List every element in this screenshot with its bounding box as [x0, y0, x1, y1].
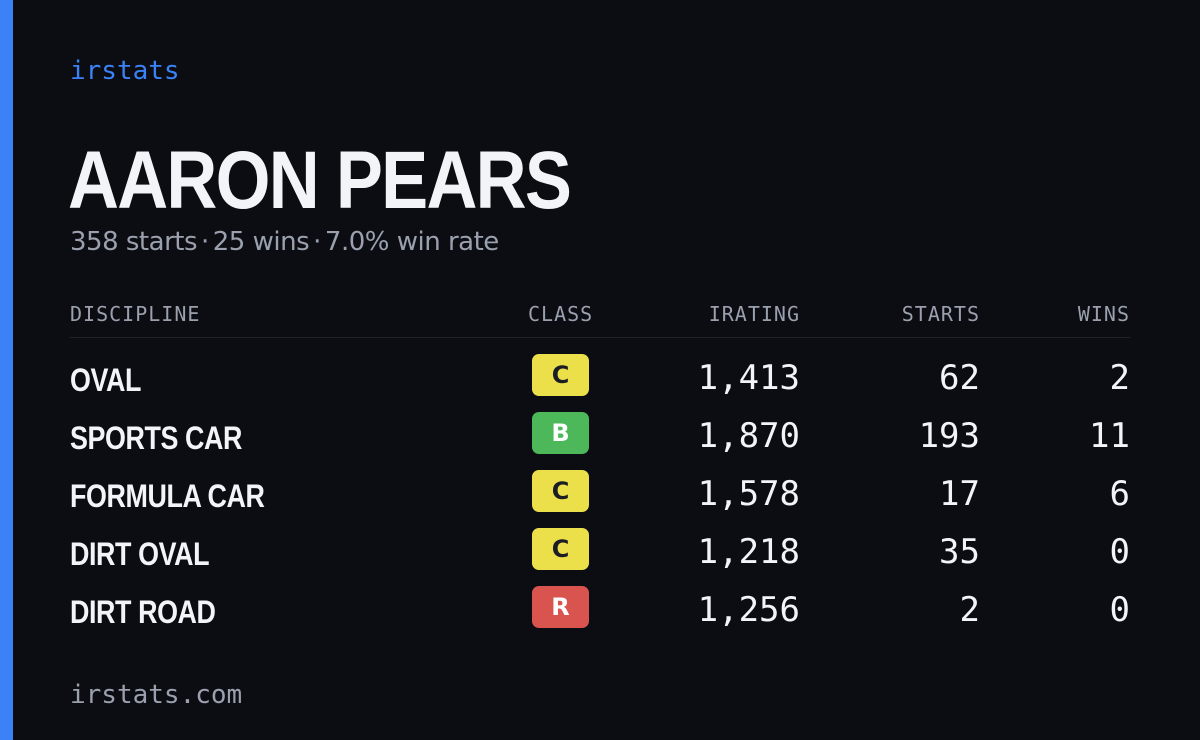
irating-value: 1,413 — [697, 358, 800, 398]
class-badge: C — [532, 470, 589, 512]
header-starts: STARTS — [901, 302, 980, 326]
starts-value: 62 — [939, 358, 980, 398]
wins-value: 11 — [1089, 416, 1130, 456]
irating-value: 1,870 — [697, 416, 800, 456]
class-badge: C — [532, 528, 589, 570]
class-badge: R — [532, 586, 589, 628]
wins-value: 0 — [1109, 590, 1130, 630]
discipline-name: DIRT ROAD — [70, 594, 216, 630]
table-row: FORMULA CAR C 1,578 17 6 — [70, 464, 1130, 522]
table-row: DIRT OVAL C 1,218 35 0 — [70, 522, 1130, 580]
discipline-name: SPORTS CAR — [70, 420, 243, 456]
header-irating: IRATING — [708, 302, 800, 326]
table-row: DIRT ROAD R 1,256 2 0 — [70, 580, 1130, 638]
driver-summary: 358 starts · 25 wins · 7.0% win rate — [70, 227, 499, 257]
driver-name: AARON PEARS — [68, 135, 572, 226]
header-wins: WINS — [1077, 302, 1130, 326]
summary-separator: · — [313, 227, 321, 257]
irating-value: 1,578 — [697, 474, 800, 514]
starts-value: 17 — [939, 474, 980, 514]
irating-value: 1,218 — [697, 532, 800, 572]
discipline-table: OVAL C 1,413 62 2 SPORTS CAR B 1,870 193… — [70, 348, 1130, 638]
class-badge: C — [532, 354, 589, 396]
wins-value: 6 — [1109, 474, 1130, 514]
starts-value: 193 — [918, 416, 980, 456]
starts-value: 2 — [959, 590, 980, 630]
wins-value: 2 — [1109, 358, 1130, 398]
starts-value: 35 — [939, 532, 980, 572]
class-badge: B — [532, 412, 589, 454]
summary-win-rate: 7.0% win rate — [324, 227, 499, 257]
header-class: CLASS — [528, 302, 594, 326]
brand-logo-text: irstats — [70, 56, 180, 86]
table-header: DISCIPLINE CLASS IRATING STARTS WINS — [70, 300, 1130, 338]
table-row: OVAL C 1,413 62 2 — [70, 348, 1130, 406]
header-discipline: DISCIPLINE — [70, 302, 201, 326]
discipline-name: OVAL — [70, 362, 141, 398]
accent-bar — [0, 0, 13, 740]
summary-starts: 358 starts — [70, 227, 198, 257]
summary-separator: · — [201, 227, 209, 257]
irating-value: 1,256 — [697, 590, 800, 630]
wins-value: 0 — [1109, 532, 1130, 572]
summary-wins: 25 wins — [212, 227, 310, 257]
table-row: SPORTS CAR B 1,870 193 11 — [70, 406, 1130, 464]
discipline-name: FORMULA CAR — [70, 478, 265, 514]
footer-url: irstats.com — [70, 680, 243, 710]
discipline-name: DIRT OVAL — [70, 536, 210, 572]
